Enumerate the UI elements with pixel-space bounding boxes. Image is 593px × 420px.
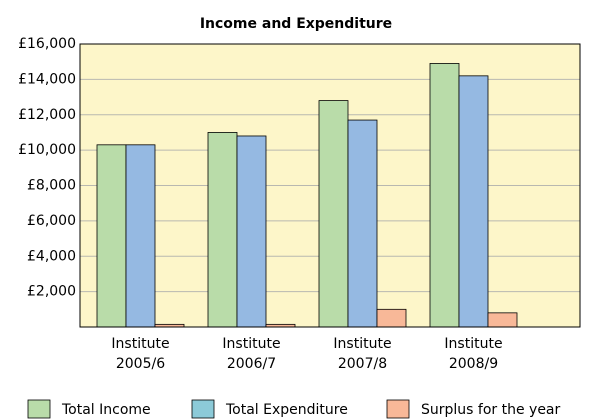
bar xyxy=(318,100,349,328)
y-tick-label: £2,000 xyxy=(27,284,76,300)
y-tick-label: £14,000 xyxy=(18,71,76,87)
legend-swatch xyxy=(27,399,51,419)
y-tick-label: £10,000 xyxy=(18,142,76,158)
x-tick-label: Institute 2005/6 xyxy=(111,336,170,372)
y-tick-label: £16,000 xyxy=(18,36,76,52)
plot-border xyxy=(79,43,581,328)
legend-swatch xyxy=(191,399,215,419)
bar xyxy=(487,312,518,328)
bar xyxy=(347,119,378,328)
legend-label: Surplus for the year xyxy=(421,402,561,418)
legend-swatch xyxy=(386,399,410,419)
y-tick-label: £6,000 xyxy=(27,213,76,229)
x-tick-label: Institute 2007/8 xyxy=(333,336,392,372)
chart-title: Income and Expenditure xyxy=(200,16,392,32)
y-tick-label: £4,000 xyxy=(27,248,76,264)
bar xyxy=(96,144,127,328)
bar xyxy=(376,308,407,328)
bar xyxy=(207,132,238,328)
bar xyxy=(236,135,267,328)
y-tick-label: £12,000 xyxy=(18,107,76,123)
legend-label: Total Income xyxy=(61,402,151,418)
x-tick-label: Institute 2006/7 xyxy=(222,336,281,372)
bar xyxy=(125,144,156,328)
legend-label: Total Expenditure xyxy=(225,402,348,418)
bar xyxy=(429,63,460,328)
y-tick-label: £8,000 xyxy=(27,178,76,194)
x-tick-label: Institute 2008/9 xyxy=(444,336,503,372)
bar xyxy=(458,75,489,328)
